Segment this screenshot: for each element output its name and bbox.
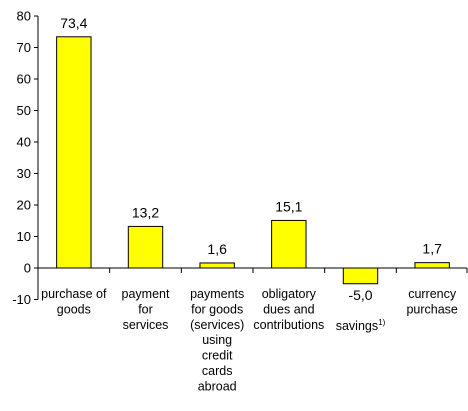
x-category-label: purchase	[406, 302, 457, 316]
y-tick-label: 70	[17, 40, 31, 55]
data-labels: 73,4 13,2 1,6 15,1 -5,0 1,7	[60, 15, 442, 303]
x-category-label: cards	[202, 364, 233, 378]
data-label: -5,0	[348, 287, 372, 303]
bars	[56, 36, 450, 285]
x-category-label: goods	[57, 302, 91, 316]
y-tick-label: 50	[17, 103, 31, 118]
data-label: 73,4	[60, 15, 87, 31]
bar	[342, 267, 379, 285]
data-label: 1,7	[422, 241, 442, 257]
x-category-label: abroad	[198, 379, 237, 393]
x-category-label: dues and	[263, 302, 314, 316]
x-category-label: payment	[122, 287, 170, 301]
y-tick-label: 40	[17, 135, 31, 150]
x-category-label: savings1)	[336, 318, 386, 333]
bar	[56, 36, 92, 269]
x-category-label: currency	[408, 287, 457, 301]
x-category-label: obligatory	[262, 287, 317, 301]
data-label: 15,1	[275, 198, 302, 214]
x-category-label: (services)	[190, 318, 244, 332]
footnote-mark: 1)	[378, 318, 385, 327]
y-tick-label: -10	[12, 292, 31, 307]
y-tick-label: 30	[17, 166, 31, 181]
x-category-label: contributions	[253, 318, 324, 332]
y-tick-label: 60	[17, 72, 31, 87]
y-tick-label: 10	[17, 229, 31, 244]
x-axis	[37, 267, 468, 273]
x-category-label: credit	[202, 349, 233, 363]
bar	[271, 219, 307, 269]
y-tick-label: 0	[24, 261, 31, 276]
data-label: 13,2	[132, 204, 159, 220]
y-axis: -10 0 10 20 30 40 50 60 70 80	[12, 9, 39, 307]
x-category-label: for	[138, 302, 153, 316]
x-category-label: services	[123, 318, 169, 332]
data-label: 1,6	[207, 241, 227, 257]
y-tick-label: 80	[17, 9, 31, 24]
x-category-label: using	[202, 333, 232, 347]
x-category-label: for goods	[191, 302, 243, 316]
bar	[127, 225, 164, 269]
bar	[414, 262, 450, 269]
bar	[199, 262, 235, 269]
x-category-label: payments	[190, 287, 244, 301]
y-tick-label: 20	[17, 198, 31, 213]
x-category-label: purchase of	[41, 287, 107, 301]
